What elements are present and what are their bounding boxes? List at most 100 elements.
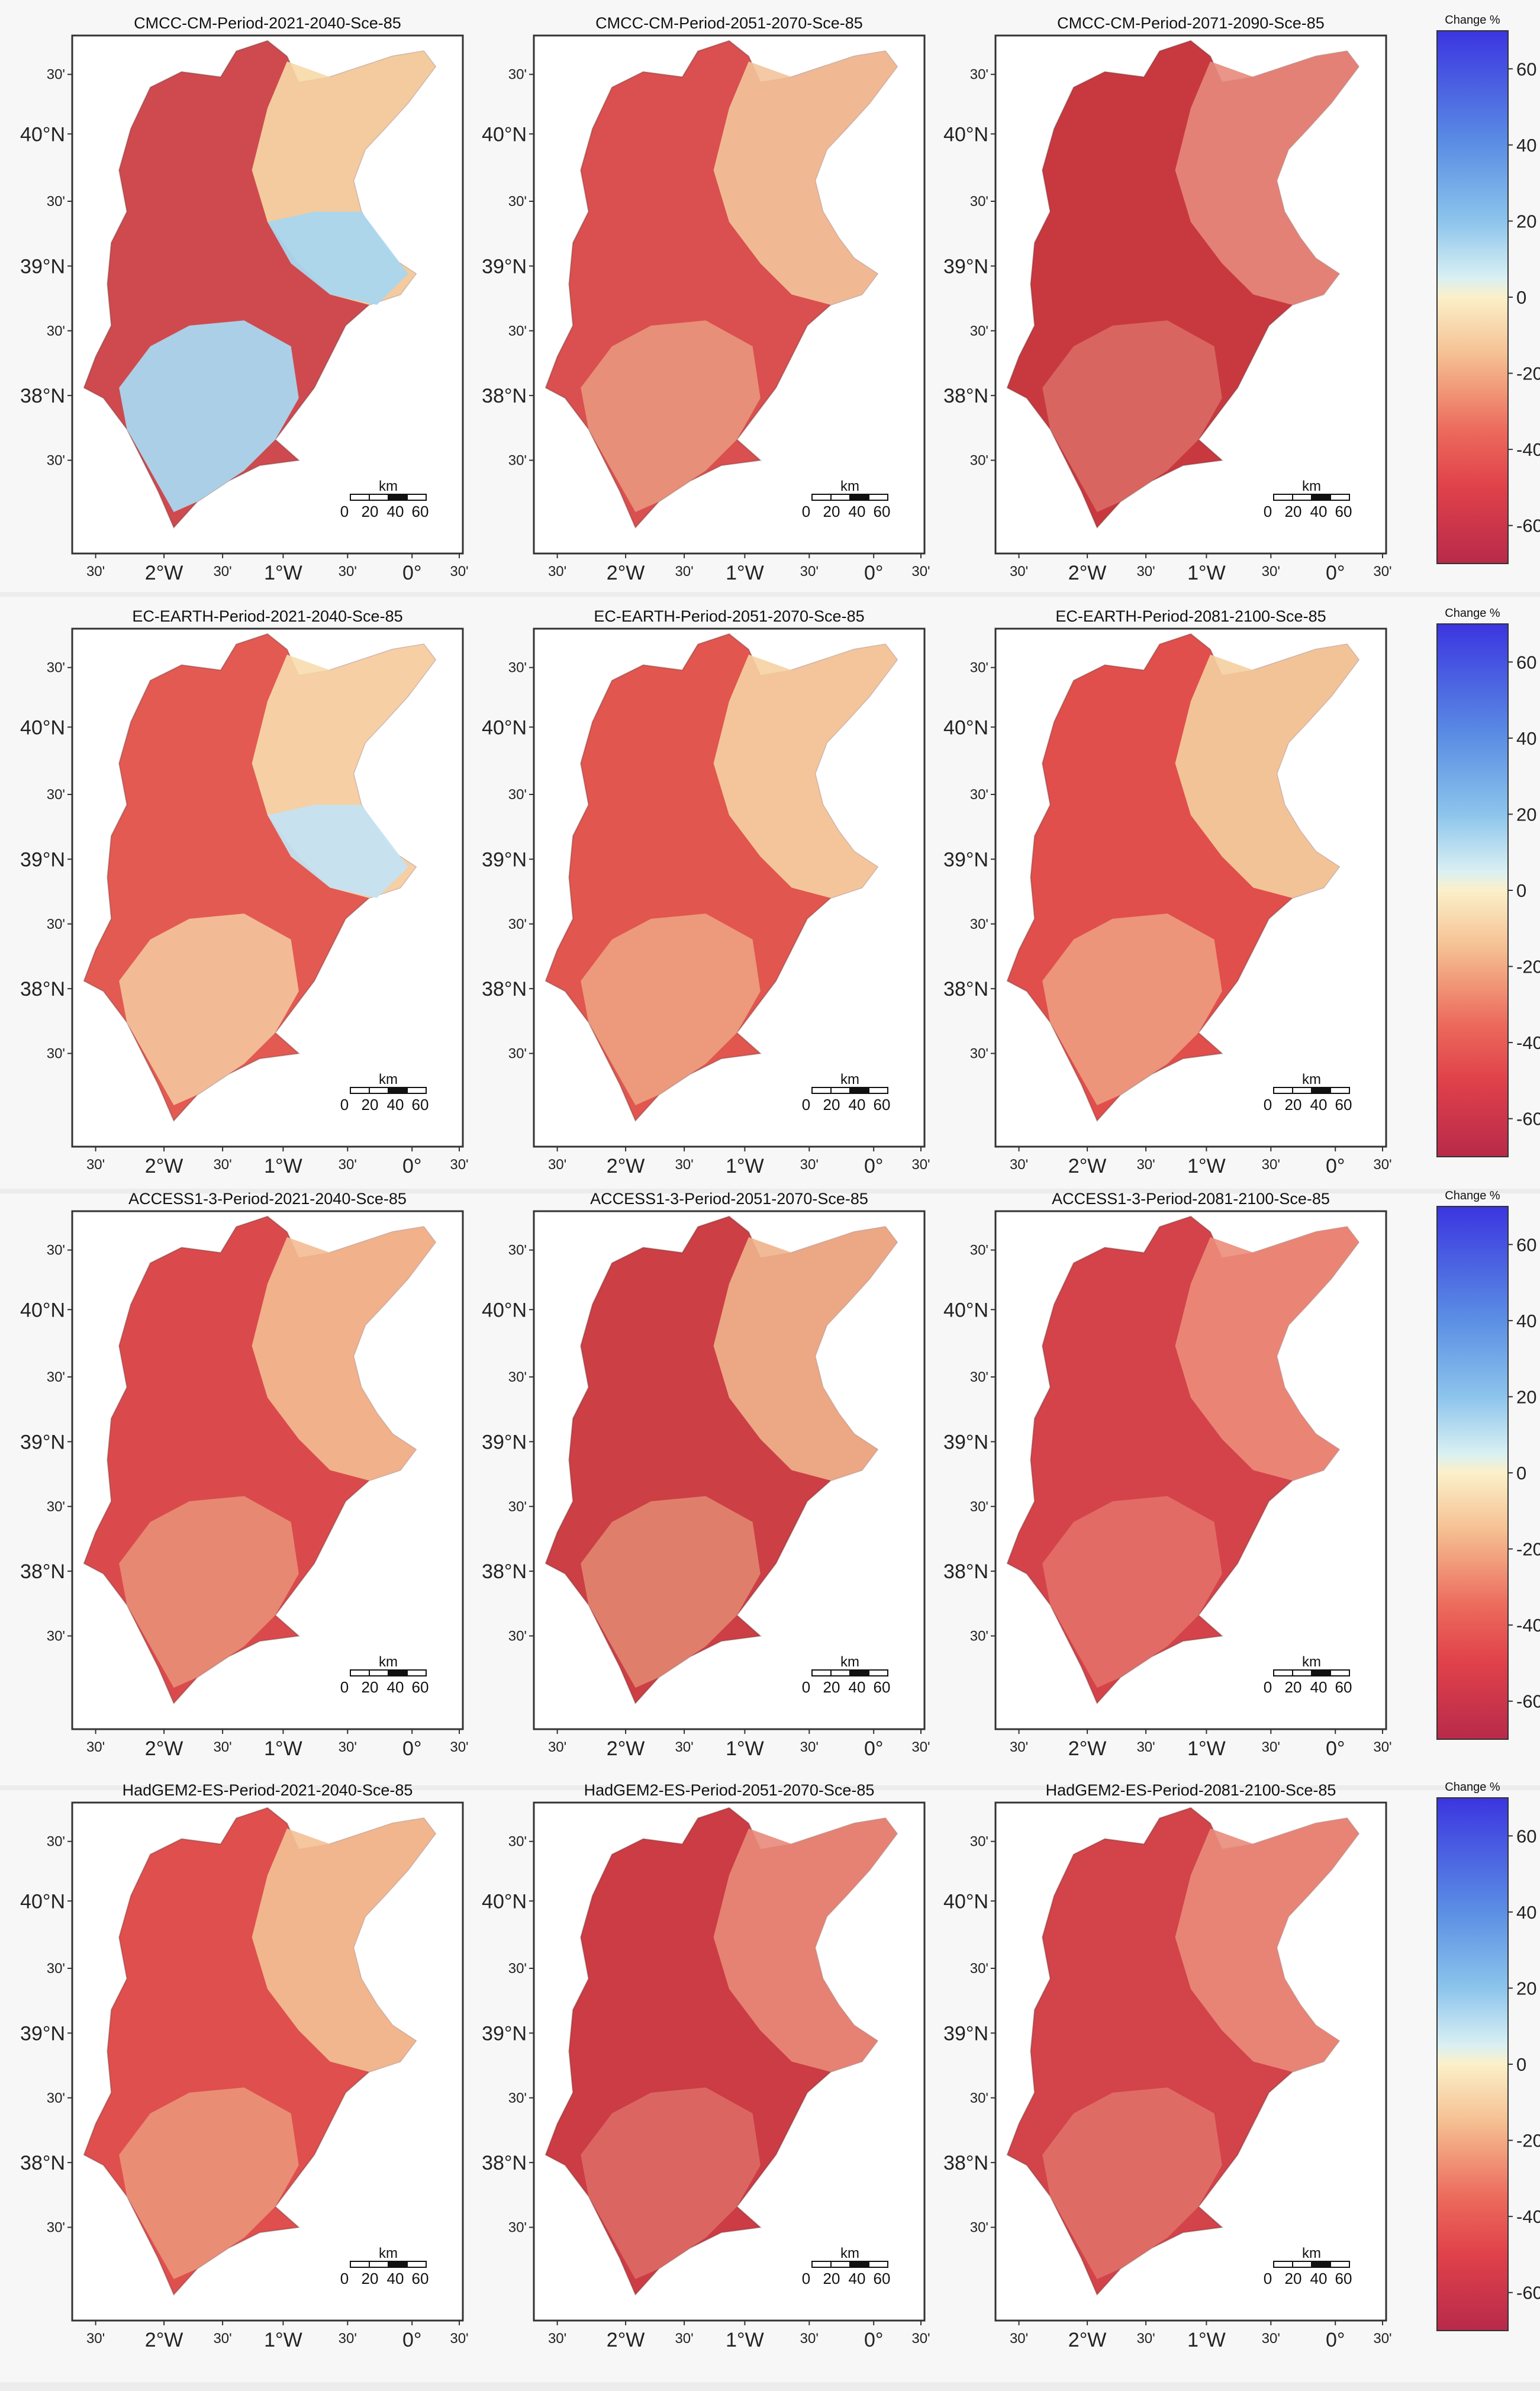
scale-tick-label: 0 [1264,2270,1272,2287]
lon-label: 30' [339,1157,357,1173]
lat-label: 39°N [482,2022,527,2045]
scale-segment [407,2261,427,2268]
panel-title: EC-EARTH-Period-2051-2070-Sce-85 [594,607,864,625]
region-shade-south [119,320,299,512]
scale-segment [1330,2261,1350,2268]
scale-segment [1311,2261,1331,2268]
scale-segment [1273,494,1293,501]
scale-unit: km [840,478,859,494]
scale-segment [868,494,888,501]
scale-tick-label: 20 [823,503,840,520]
region-shade-south [581,320,761,512]
scale-tick-label: 40 [1310,503,1328,520]
lat-label: 30' [970,1499,988,1515]
scale-bar: km 0 20 40 60 [802,1654,891,1696]
lat-label: 38°N [943,2152,988,2174]
region-shade-east [252,1818,436,2072]
scale-segment [830,1087,850,1094]
lat-label: 30' [508,1046,527,1062]
scale-bar: km 0 20 40 60 [802,2245,891,2287]
colorbar-label: -60 [1516,516,1540,536]
lat-label: 30' [508,1243,527,1259]
lon-label: 30' [213,564,231,580]
region-shade-east [713,1227,897,1481]
lat-label: 30' [47,916,65,932]
lon-label: 30' [1373,2331,1391,2347]
lat-label: 39°N [943,2022,988,2045]
lon-label: 2°W [1068,2329,1107,2351]
lon-label: 2°W [607,2329,645,2351]
region-shade-south [119,2087,299,2279]
lon-label: 1°W [1187,2329,1226,2351]
region-shade-south [1042,2087,1222,2279]
colorbar-title: Change % [1445,1189,1500,1202]
lat-label: 38°N [20,978,65,1000]
scale-bar: km 0 20 40 60 [1264,1071,1352,1114]
scale-unit: km [840,2245,859,2261]
lon-label: 30' [800,564,819,580]
scale-segment [868,2261,888,2268]
scale-segment [868,1669,888,1676]
lon-label: 30' [450,1157,468,1173]
scale-segment [350,494,370,501]
region-shade-south [581,913,761,1105]
map-panel: EC-EARTH-Period-2051-2070-Sce-85 30' 40°N 3… [482,607,930,1177]
scale-tick-label: 20 [362,1096,379,1114]
scale-tick-label: 20 [1285,1678,1302,1696]
scale-unit: km [379,1654,398,1670]
scale-tick-label: 40 [1310,1678,1328,1696]
panel-title: CMCC-CM-Period-2071-2090-Sce-85 [1057,14,1325,32]
lat-label: 30' [970,787,988,803]
map-panel: ACCESS1-3-Period-2021-2040-Sce-85 30' 40°N… [20,1190,469,1760]
scale-tick-label: 40 [849,1096,866,1114]
lon-label: 30' [450,1739,468,1755]
lat-label: 30' [970,1961,988,1977]
lon-label: 30' [675,564,693,580]
lon-label: 30' [86,1157,105,1173]
scale-segment [1311,1087,1331,1094]
scale-tick-label: 20 [362,1678,379,1696]
colorbar-label: 60 [1516,1234,1536,1255]
lon-label: 30' [675,2331,693,2347]
scale-segment [849,494,869,501]
lat-label: 40°N [20,1299,65,1321]
map-panel: HadGEM2-ES-Period-2051-2070-Sce-85 30' 40°… [482,1781,930,2351]
lon-label: 1°W [264,1737,302,1760]
lon-label: 1°W [726,1155,764,1177]
colorbar-label: -20 [1516,2131,1540,2151]
scale-bar: km 0 20 40 60 [1264,478,1352,520]
scale-segment [1273,1087,1293,1094]
lat-label: 30' [970,194,988,210]
lat-label: 30' [47,1499,65,1515]
region-shade-east [1175,1818,1359,2072]
scale-segment [811,2261,832,2268]
lon-label: 30' [1010,1157,1028,1173]
scale-segment [388,1087,408,1094]
lat-label: 40°N [943,716,988,739]
scale-unit: km [379,478,398,494]
lon-label: 30' [339,1739,357,1755]
scale-segment [1292,494,1312,501]
scale-tick-label: 0 [802,1678,810,1696]
scale-unit: km [1302,478,1321,494]
scale-tick-label: 40 [387,503,404,520]
scale-bar: km 0 20 40 60 [802,1071,891,1114]
lon-label: 30' [1373,564,1391,580]
lat-label: 40°N [482,1299,527,1321]
region-shade-south [1042,1496,1222,1688]
panel-title: CMCC-CM-Period-2051-2070-Sce-85 [595,14,863,32]
lat-label: 30' [970,1369,988,1385]
scale-tick-label: 60 [412,503,429,520]
lon-label: 0° [864,562,884,584]
colorbar-label: 20 [1516,804,1536,825]
colorbar-ramp [1436,30,1509,564]
region-shade-south [581,2087,761,2279]
lat-label: 40°N [20,1890,65,1913]
scale-tick-label: 0 [1264,1096,1272,1114]
lon-label: 1°W [264,2329,302,2351]
lat-label: 40°N [482,716,527,739]
lat-label: 39°N [943,848,988,871]
region-shade-east [1175,644,1359,898]
lon-label: 2°W [607,562,645,584]
scale-tick-label: 60 [1335,2270,1352,2287]
